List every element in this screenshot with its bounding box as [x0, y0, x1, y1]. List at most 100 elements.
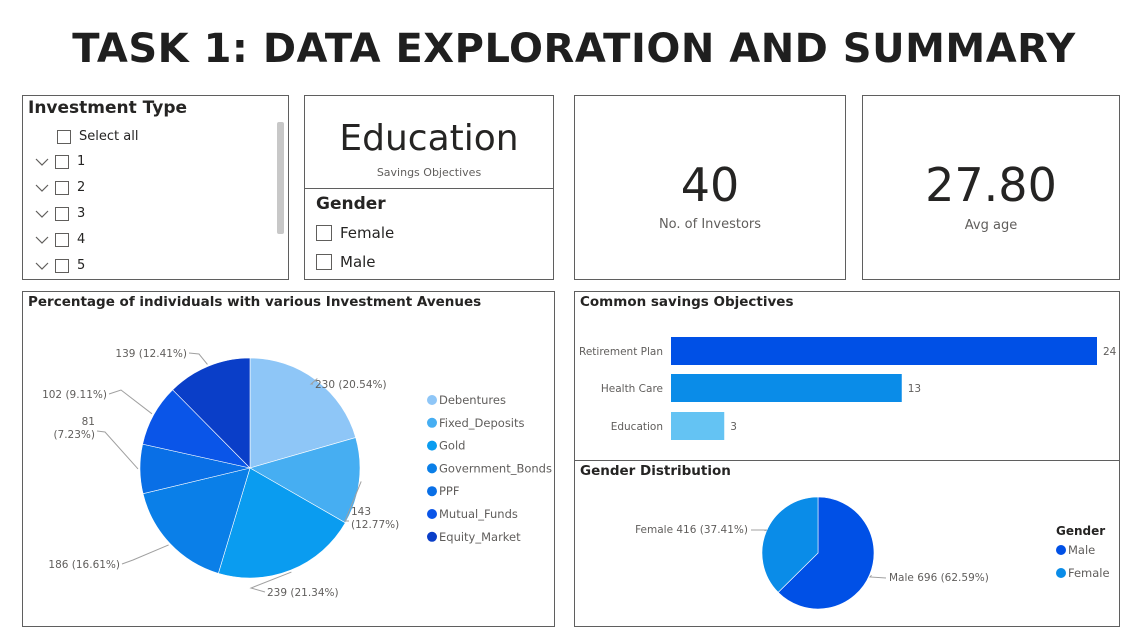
chevron-down-icon[interactable]: [35, 182, 49, 194]
legend-label[interactable]: Debentures: [439, 393, 506, 407]
savings-objectives-chart: Common savings Objectives Retirement Pla…: [574, 291, 1120, 461]
select-all-label: Select all: [79, 129, 139, 144]
category-label: Education: [611, 421, 663, 433]
select-all-option[interactable]: Select all: [57, 129, 138, 144]
slicer-item-label: 1: [77, 154, 86, 169]
legend-label[interactable]: Male: [1068, 543, 1095, 557]
data-label: 186 (16.61%): [48, 559, 120, 571]
leader-line: [121, 544, 169, 565]
data-label: 143 (12.77%): [351, 506, 399, 531]
pie-slice-female[interactable]: [761, 496, 819, 593]
legend-marker[interactable]: [427, 440, 437, 451]
chevron-down-icon[interactable]: [35, 156, 49, 168]
leader-line: [108, 389, 153, 415]
legend-label[interactable]: Female: [1068, 566, 1110, 580]
chart-title: Percentage of individuals with various I…: [28, 294, 482, 310]
gender-option-label: Female: [340, 224, 395, 242]
checkbox[interactable]: [55, 154, 69, 169]
slicer-item[interactable]: 1: [35, 154, 85, 169]
pie-slice-gold[interactable]: [217, 467, 346, 579]
pie-slice-equity-market[interactable]: [172, 357, 251, 469]
chevron-down-icon[interactable]: [35, 260, 49, 272]
slicer-item[interactable]: 2: [35, 180, 85, 195]
leader-line: [309, 378, 318, 385]
gender-option-label: Male: [340, 253, 376, 271]
data-label: Female 416 (37.41%): [635, 524, 748, 536]
savings-objectives-card: Education Savings Objectives: [304, 95, 554, 189]
bar-retirement-plan[interactable]: [671, 337, 1097, 365]
slicer-item-label: 4: [77, 232, 86, 247]
savings-objective-value: Education: [339, 118, 519, 159]
investment-type-slicer: Investment Type Select all 1 2 3 4 5: [22, 95, 289, 280]
slicer-item[interactable]: 3: [35, 206, 85, 221]
checkbox[interactable]: [316, 254, 332, 270]
bar-education[interactable]: [671, 412, 725, 440]
data-label: Male 696 (62.59%): [889, 572, 989, 584]
leader-line: [344, 481, 362, 522]
gender-pie: Male 696 (62.59%) Male Female 416 (37.41%)…: [635, 496, 1110, 610]
slicer-item[interactable]: 4: [35, 232, 85, 247]
checkbox[interactable]: [316, 225, 332, 241]
leader-line: [751, 529, 768, 532]
legend-label[interactable]: Mutual_Funds: [439, 507, 518, 521]
legend-label[interactable]: Equity_Market: [439, 530, 521, 544]
legend-marker[interactable]: [427, 531, 437, 542]
investors-card: 40 No. of Investors: [574, 95, 846, 280]
slicer-item-label: 2: [77, 180, 86, 195]
data-label: 81 (7.23%): [53, 416, 95, 441]
data-label: 102 (9.11%): [42, 389, 107, 401]
chart-title: Gender Distribution: [580, 463, 731, 479]
slicer-item-label: 3: [77, 206, 86, 221]
checkbox[interactable]: [55, 180, 69, 195]
gender-slicer: Gender Female Male: [304, 188, 554, 280]
gender-option-female[interactable]: Female: [316, 224, 394, 242]
checkbox[interactable]: [55, 232, 69, 247]
chevron-down-icon[interactable]: [35, 208, 49, 220]
legend-marker[interactable]: [1056, 568, 1066, 578]
page-title: TASK 1: DATA EXPLORATION AND SUMMARY: [72, 26, 1076, 72]
legend-label[interactable]: Gold: [439, 439, 465, 453]
checkbox[interactable]: [55, 206, 69, 221]
category-label: Health Care: [601, 383, 663, 395]
data-label: 230 (20.54%): [315, 379, 387, 391]
category-label: Retirement Plan: [579, 346, 663, 358]
pie-slice-male[interactable]: [777, 496, 875, 610]
gender-distribution-chart: Gender Distribution Gender Male 696 (62.…: [574, 460, 1120, 627]
chevron-down-icon[interactable]: [35, 234, 49, 246]
slicer-title: Gender: [316, 194, 386, 214]
legend-marker[interactable]: [1056, 545, 1066, 555]
legend-marker[interactable]: [427, 463, 437, 474]
leader-line: [96, 430, 139, 470]
legend-marker[interactable]: [427, 509, 437, 519]
slicer-scrollbar[interactable]: [277, 122, 284, 234]
chart-title: Common savings Objectives: [580, 294, 794, 310]
avg-age-value: 27.80: [925, 158, 1057, 212]
legend-label[interactable]: Fixed_Deposits: [439, 416, 525, 430]
pie-slice-fixed-deposits[interactable]: [249, 437, 361, 524]
savings-objectives-bars: Retirement Plan 24 Health Care 13 Education 3: [579, 337, 1117, 440]
legend-marker[interactable]: [427, 486, 437, 497]
investment-avenues-pie: 230 (20.54%) Debentures 143 (12.77%) Fixed_D…: [42, 348, 552, 599]
legend-label[interactable]: PPF: [439, 484, 459, 498]
bar-health-care[interactable]: [671, 374, 902, 402]
data-label: 13: [908, 383, 921, 395]
leader-line: [188, 352, 208, 365]
slicer-title: Investment Type: [28, 98, 188, 118]
legend-title: Gender: [1056, 524, 1106, 538]
slicer-item[interactable]: 5: [35, 258, 85, 273]
checkbox[interactable]: [55, 258, 69, 273]
savings-objective-label: Savings Objectives: [376, 166, 482, 179]
investment-avenues-chart: Percentage of individuals with various I…: [22, 291, 555, 627]
legend-label[interactable]: Government_Bonds: [439, 461, 552, 475]
legend-marker[interactable]: [427, 395, 437, 405]
leader-line: [868, 575, 887, 579]
leader-line: [249, 571, 292, 593]
checkbox[interactable]: [57, 129, 71, 144]
data-label: 24: [1103, 346, 1117, 358]
data-label: 139 (12.41%): [115, 348, 187, 360]
avg-age-card: 27.80 Avg age: [862, 95, 1120, 280]
gender-option-male[interactable]: Male: [316, 253, 376, 271]
legend-marker[interactable]: [427, 417, 437, 428]
data-label: 239 (21.34%): [267, 587, 339, 599]
pie-slice-government-bonds[interactable]: [142, 467, 251, 574]
